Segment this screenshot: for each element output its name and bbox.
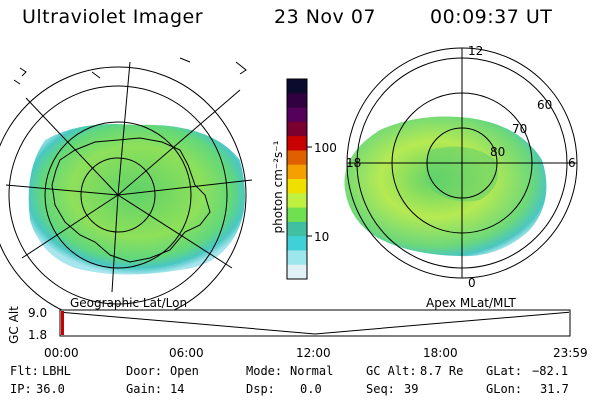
antarctica-coastline — [51, 137, 211, 263]
observation-date: 23 Nov 07 — [274, 6, 377, 28]
geographic-image — [0, 57, 253, 324]
geo-lat-ring — [80, 157, 156, 233]
ip-value: 36.0 — [36, 382, 65, 396]
colorbar — [286, 78, 312, 280]
geo-meridian — [25, 97, 119, 196]
mlt-label-12: 12 — [468, 44, 484, 58]
mlt-label-6: 6 — [568, 156, 576, 170]
observation-time: 00:09:37 UT — [430, 6, 553, 28]
timeline-ytick-9: 9.0 — [28, 306, 48, 320]
right-panel-caption: Apex MLat/MLT — [426, 296, 516, 310]
left-panel-caption: Geographic Lat/Lon — [70, 296, 188, 310]
colorbar-frame — [286, 78, 308, 280]
mlt-label-18: 18 — [346, 156, 362, 170]
timeline-xtick-1200: 12:00 — [296, 346, 331, 360]
colorbar-cell — [287, 193, 307, 209]
gain-label: Gain: — [126, 382, 163, 396]
altitude-curve — [60, 311, 570, 335]
colorbar-cell — [287, 207, 307, 223]
colorbar-cell — [287, 221, 307, 237]
colorbar-cell — [287, 93, 307, 109]
mlt-label-0: 0 — [468, 276, 476, 290]
timeline-ytick-1-8: 1.8 — [28, 328, 48, 342]
geo-meridian — [5, 184, 119, 196]
geo-meridian — [117, 179, 253, 196]
mlat-label-80: 80 — [490, 145, 506, 159]
glat-label: GLat: — [486, 364, 523, 378]
dsp-value: 0.0 — [300, 382, 322, 396]
magnetic-image — [344, 47, 578, 279]
current-time-marker — [61, 311, 64, 335]
door-label: Door: — [126, 364, 163, 378]
glat-value: −82.1 — [532, 364, 569, 378]
colorbar-cell — [287, 164, 307, 180]
timeline-xtick-2359: 23:59 — [553, 346, 588, 360]
auroral-emission-left — [28, 124, 245, 275]
geo-meridian — [117, 89, 241, 196]
colorbar-cell — [287, 79, 307, 94]
timeline-xtick-0000: 00:00 — [44, 346, 79, 360]
mlat-label-60: 60 — [537, 98, 553, 112]
door-value: Open — [170, 364, 199, 378]
timeline-xtick-1800: 18:00 — [423, 346, 458, 360]
colorbar-cell — [287, 179, 307, 194]
geo-meridian — [111, 194, 119, 293]
gain-value: 14 — [170, 382, 185, 396]
geo-grid — [0, 61, 253, 324]
filter-value: LBHL — [42, 364, 71, 378]
instrument-title: Ultraviolet Imager — [22, 6, 204, 28]
colorbar-cell — [287, 250, 307, 266]
colorbar-cell — [287, 121, 307, 137]
geo-meridian — [117, 194, 233, 269]
colorbar-cell — [287, 236, 307, 251]
geo-lat-ring — [8, 85, 228, 305]
coastline-fragments — [13, 57, 247, 85]
dsp-label: Dsp: — [246, 382, 275, 396]
filter-label: Flt: — [10, 364, 39, 378]
mode-value: Normal — [290, 364, 334, 378]
gc-alt-value: 8.7 Re — [420, 364, 464, 378]
timeline-ylabel: GC Alt — [7, 306, 21, 344]
timeline-frame — [59, 309, 571, 337]
colorbar-cell — [287, 150, 307, 166]
colorbar-cell — [287, 264, 307, 280]
ip-label: IP: — [10, 382, 32, 396]
geo-lat-ring — [44, 121, 192, 269]
glon-value: 31.7 — [540, 382, 569, 396]
colorbar-unit-label: photon cm⁻²s⁻¹ — [271, 140, 285, 234]
colorbar-cells — [287, 79, 307, 280]
colorbar-tick-label-10: 10 — [314, 230, 330, 244]
seq-value: 39 — [404, 382, 419, 396]
colorbar-tick-label-100: 100 — [314, 141, 337, 155]
mode-label: Mode: — [246, 364, 283, 378]
gc-alt-label: GC Alt: — [366, 364, 417, 378]
timeline-xtick-0600: 06:00 — [169, 346, 204, 360]
glon-label: GLon: — [486, 382, 523, 396]
geo-meridian — [117, 61, 131, 196]
mlat-label-70: 70 — [512, 122, 528, 136]
colorbar-cell — [287, 107, 307, 123]
mag-grid — [346, 47, 578, 279]
altitude-timeline — [59, 309, 571, 337]
seq-label: Seq: — [366, 382, 395, 396]
colorbar-cell — [287, 136, 307, 151]
